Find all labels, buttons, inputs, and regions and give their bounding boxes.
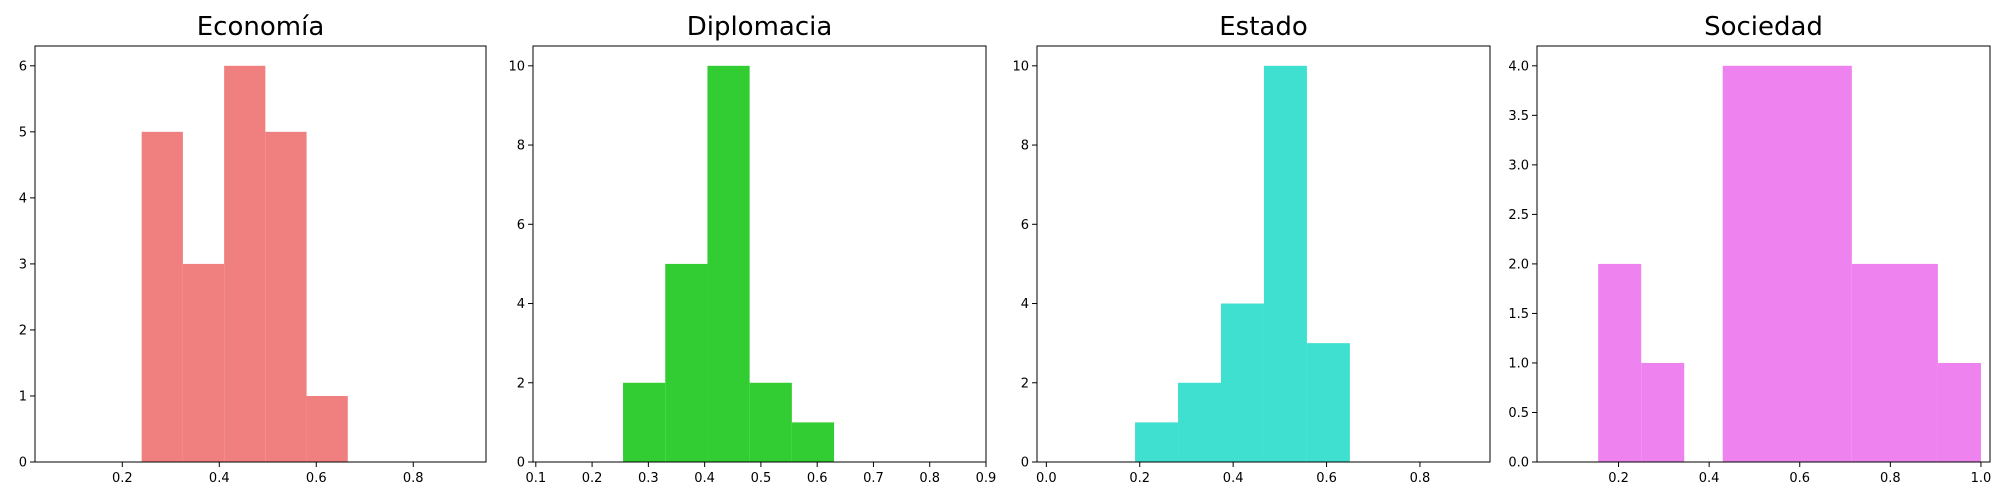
y-tick-label: 0.5 [1508,406,1529,421]
y-tick-label: 2 [19,323,27,338]
histogram-bar [791,422,835,462]
histogram-bar [265,131,307,463]
histogram-bar [141,131,183,463]
y-tick-label: 1 [19,389,27,404]
y-tick-label: 0 [517,456,525,471]
histogram-bar [224,65,266,463]
y-tick-label: 2 [1021,376,1029,391]
histogram-bar [1598,263,1642,462]
y-tick-label: 4.0 [1508,59,1529,74]
chart-title: Economía [197,12,325,42]
histogram-bar [1306,343,1350,462]
y-tick-label: 6 [517,218,525,233]
x-tick-label: 0.4 [1223,471,1244,486]
y-tick-label: 3 [19,257,27,272]
y-tick-label: 5 [19,125,27,140]
histogram-bar [707,65,750,463]
y-tick-label: 3.0 [1508,158,1529,173]
histogram-bar [182,263,225,462]
x-tick-label: 0.6 [807,471,828,486]
y-tick-label: 4 [19,191,27,206]
x-tick-label: 1.0 [1971,471,1992,486]
y-tick-label: 2 [517,376,525,391]
x-tick-label: 0.6 [1789,471,1810,486]
histogram-bar [1135,422,1179,462]
histogram-panel: 0.2 0.4 0.6 0.8 0 1 2 3 4 5 6 Economía [19,12,487,486]
x-tick-label: 0.5 [751,471,772,486]
histogram-panel: 0.0 0.2 0.4 0.6 0.8 0 2 4 6 8 10 Estado [1012,12,1491,486]
x-tick-label: 0.4 [1699,471,1720,486]
y-tick-label: 6 [1021,218,1029,233]
x-tick-label: 0.2 [112,471,133,486]
x-tick-label: 0.8 [919,471,940,486]
y-tick-label: 8 [517,139,525,154]
histogram-bar [1937,362,1981,462]
x-tick-label: 0.8 [1410,471,1431,486]
y-tick-label: 6 [19,59,27,74]
histogram-bar [1722,65,1852,463]
y-tick-label: 1.0 [1508,356,1529,371]
x-tick-label: 0.8 [1880,471,1901,486]
x-tick-label: 0.3 [638,471,659,486]
x-tick-label: 0.9 [976,471,997,486]
chart-title: Diplomacia [687,12,833,42]
histogram-bar [623,382,666,462]
x-tick-label: 0.2 [1129,471,1150,486]
axes-frame [532,45,987,463]
y-tick-label: 3.5 [1508,109,1529,124]
x-tick-label: 0.2 [582,471,603,486]
x-tick-label: 0.0 [1036,471,1057,486]
y-tick-label: 2.0 [1508,257,1529,272]
y-tick-label: 10 [508,59,525,74]
histogram-bar [1851,263,1938,462]
histogram-bar [1641,362,1685,462]
y-tick-label: 0 [1021,456,1029,471]
x-tick-label: 0.6 [306,471,327,486]
histogram-panel: 0.2 0.4 0.6 0.8 1.0 0.0 0.5 1.0 1.5 2.0 2.5 3.0 3.5 4… [1508,12,1991,486]
histogram-panel: 0.1 0.2 0.3 0.4 0.5 0.6 0.7 0.8 0.9 0 2 4 6 8 10 Diplom… [508,12,996,486]
histogram-bar [1221,303,1264,462]
x-tick-label: 0.8 [403,471,424,486]
x-tick-label: 0.4 [694,471,715,486]
x-tick-label: 0.4 [209,471,230,486]
histogram-bar [1178,382,1222,462]
chart-title: Estado [1219,12,1308,42]
y-tick-label: 2.5 [1508,208,1529,223]
y-tick-label: 0.0 [1508,456,1529,471]
axes-frame [1536,45,1991,463]
y-tick-label: 0 [19,456,27,471]
histogram-bar [749,382,792,462]
axes-frame [1036,45,1491,463]
histogram-bar [306,395,348,462]
x-tick-label: 0.6 [1316,471,1337,486]
y-tick-label: 4 [517,297,525,312]
x-tick-label: 0.2 [1608,471,1629,486]
axes-frame [34,45,487,463]
y-tick-label: 1.5 [1508,307,1529,322]
chart-title: Sociedad [1704,12,1823,42]
histogram-bar [665,263,708,462]
y-tick-label: 4 [1021,297,1029,312]
y-tick-label: 10 [1012,59,1029,74]
x-tick-label: 0.7 [863,471,884,486]
y-tick-label: 8 [1021,139,1029,154]
histogram-bar [1263,65,1307,463]
x-tick-label: 0.1 [525,471,546,486]
